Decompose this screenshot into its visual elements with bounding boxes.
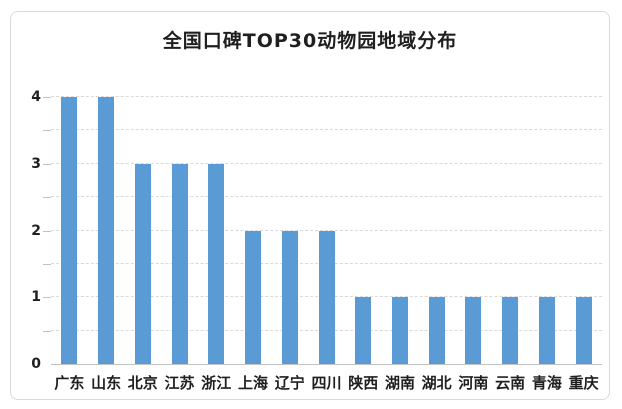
y-tick-label-1: 1 <box>31 289 41 306</box>
y-tick-mark <box>43 330 51 332</box>
x-tick-label-重庆: 重庆 <box>568 374 599 392</box>
y-tick-mark <box>43 263 51 265</box>
x-tick-label-青海: 青海 <box>531 374 562 392</box>
x-tick-label-广东: 广东 <box>54 374 85 392</box>
x-tick-label-江苏: 江苏 <box>164 374 195 392</box>
bar-辽宁 <box>281 230 298 364</box>
bar-云南 <box>502 297 519 364</box>
y-tick-mark <box>43 230 51 232</box>
bar-浙江 <box>208 163 225 364</box>
gridline <box>51 162 602 164</box>
y-tick-label-4: 4 <box>31 89 41 105</box>
x-axis-line <box>51 364 602 365</box>
plot-area <box>51 96 602 365</box>
y-tick-label-0: 0 <box>31 356 41 372</box>
bar-广东 <box>61 97 78 364</box>
x-tick-label-上海: 上海 <box>238 374 269 392</box>
x-tick-label-云南: 云南 <box>495 374 526 392</box>
bar-北京 <box>134 163 151 364</box>
x-tick-label-山东: 山东 <box>91 374 122 392</box>
gridline <box>51 129 602 131</box>
x-tick-label-北京: 北京 <box>127 374 158 392</box>
gridline <box>51 96 602 97</box>
gridline <box>51 229 602 231</box>
chart-title: 全国口碑TOP30动物园地域分布 <box>162 30 458 52</box>
x-tick-label-四川: 四川 <box>311 374 342 392</box>
bar-重庆 <box>575 297 592 364</box>
x-tick-label-辽宁: 辽宁 <box>274 374 305 392</box>
y-tick-mark <box>43 297 51 299</box>
y-tick-mark <box>43 97 51 98</box>
x-tick-label-湖北: 湖北 <box>421 374 452 392</box>
bar-上海 <box>245 230 262 364</box>
bar-湖北 <box>428 297 445 364</box>
y-tick-label-3: 3 <box>31 155 41 172</box>
bar-陕西 <box>355 297 372 364</box>
x-tick-label-河南: 河南 <box>458 374 489 392</box>
x-tick-label-浙江: 浙江 <box>201 374 232 392</box>
y-tick-mark <box>43 197 51 199</box>
gridline <box>51 196 602 198</box>
bar-青海 <box>538 297 555 364</box>
bar-河南 <box>465 297 482 364</box>
x-tick-label-陕西: 陕西 <box>348 374 379 392</box>
bar-湖南 <box>391 297 408 364</box>
bar-江苏 <box>171 163 188 364</box>
x-tick-label-湖南: 湖南 <box>384 374 415 392</box>
bar-山东 <box>98 97 115 364</box>
bar-四川 <box>318 230 335 364</box>
y-tick-mark <box>43 163 51 165</box>
y-tick-label-2: 2 <box>31 222 41 239</box>
chart-frame: 全国口碑TOP30动物园地域分布 0 1 2 3 4 广东 山东 北京 江苏 浙江 上海 辽宁 四川陕… <box>10 11 610 400</box>
y-tick-mark <box>43 130 51 132</box>
